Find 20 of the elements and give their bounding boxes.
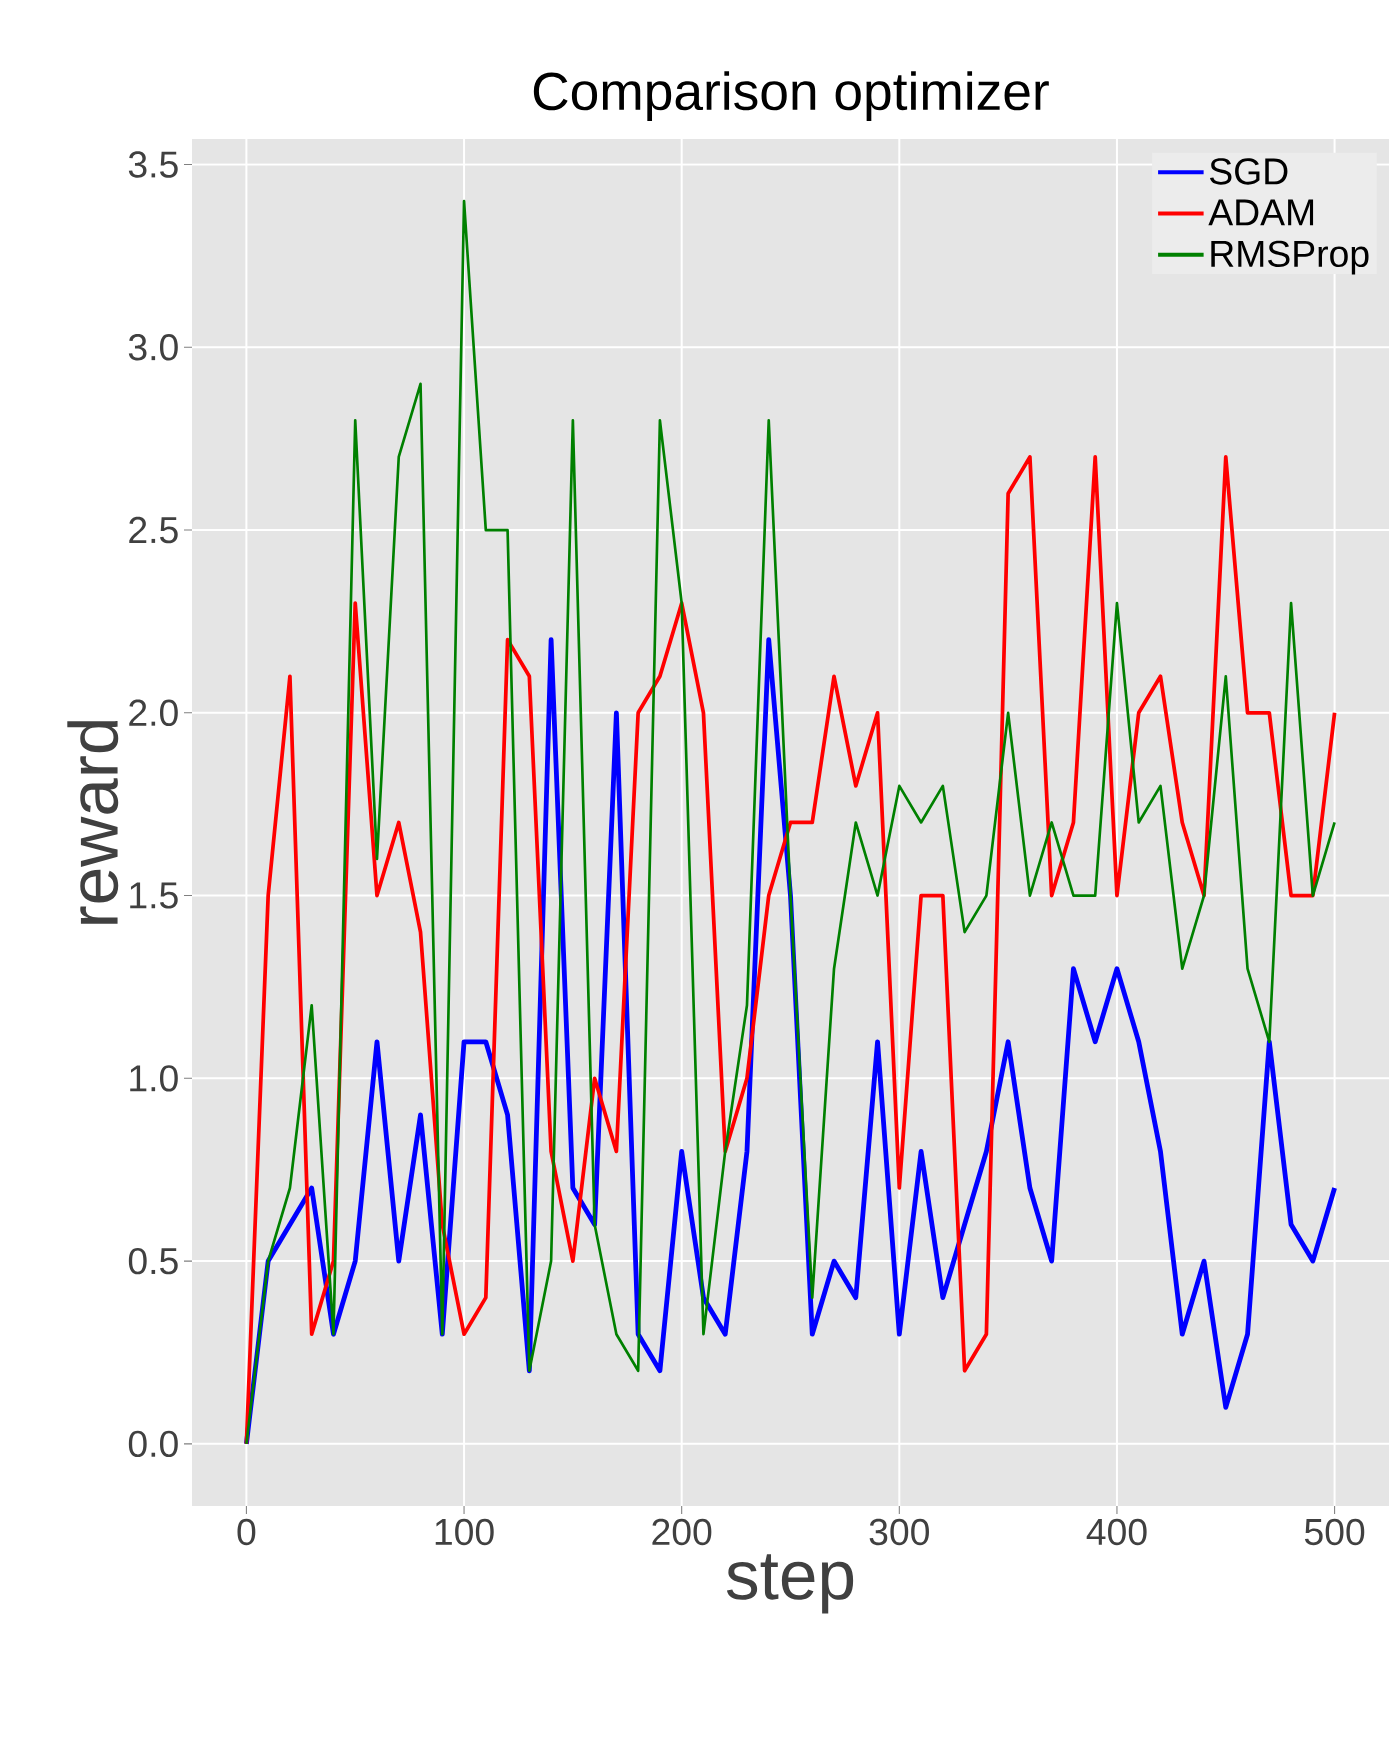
- y-tick-label: 2.0: [129, 699, 178, 727]
- x-tick-label: 200: [652, 1518, 712, 1546]
- legend-label: RMSProp: [1211, 240, 1369, 275]
- x-tick-label: 500: [1304, 1518, 1365, 1546]
- x-axis-title: step: [726, 1554, 854, 1614]
- legend-label: ADAM: [1208, 199, 1314, 226]
- y-tick-label: 1.0: [130, 1065, 178, 1092]
- y-tick-label: 0.5: [128, 1247, 178, 1275]
- x-tick-label: 400: [1086, 1518, 1147, 1546]
- chart-title: Comparison optimizer: [533, 71, 1049, 121]
- y-axis-title: reward: [67, 721, 119, 924]
- y-tick-label: 1.5: [130, 882, 178, 909]
- y-tick-label: 3.5: [128, 151, 178, 178]
- x-tick-label: 300: [869, 1518, 929, 1546]
- x-tick-label: 100: [435, 1518, 494, 1546]
- x-tick-label: 0: [237, 1518, 256, 1546]
- legend-label: SGD: [1209, 158, 1288, 185]
- y-tick-label: 3.0: [128, 334, 178, 361]
- y-tick-label: 2.5: [129, 516, 178, 544]
- y-tick-label: 0.0: [128, 1430, 178, 1458]
